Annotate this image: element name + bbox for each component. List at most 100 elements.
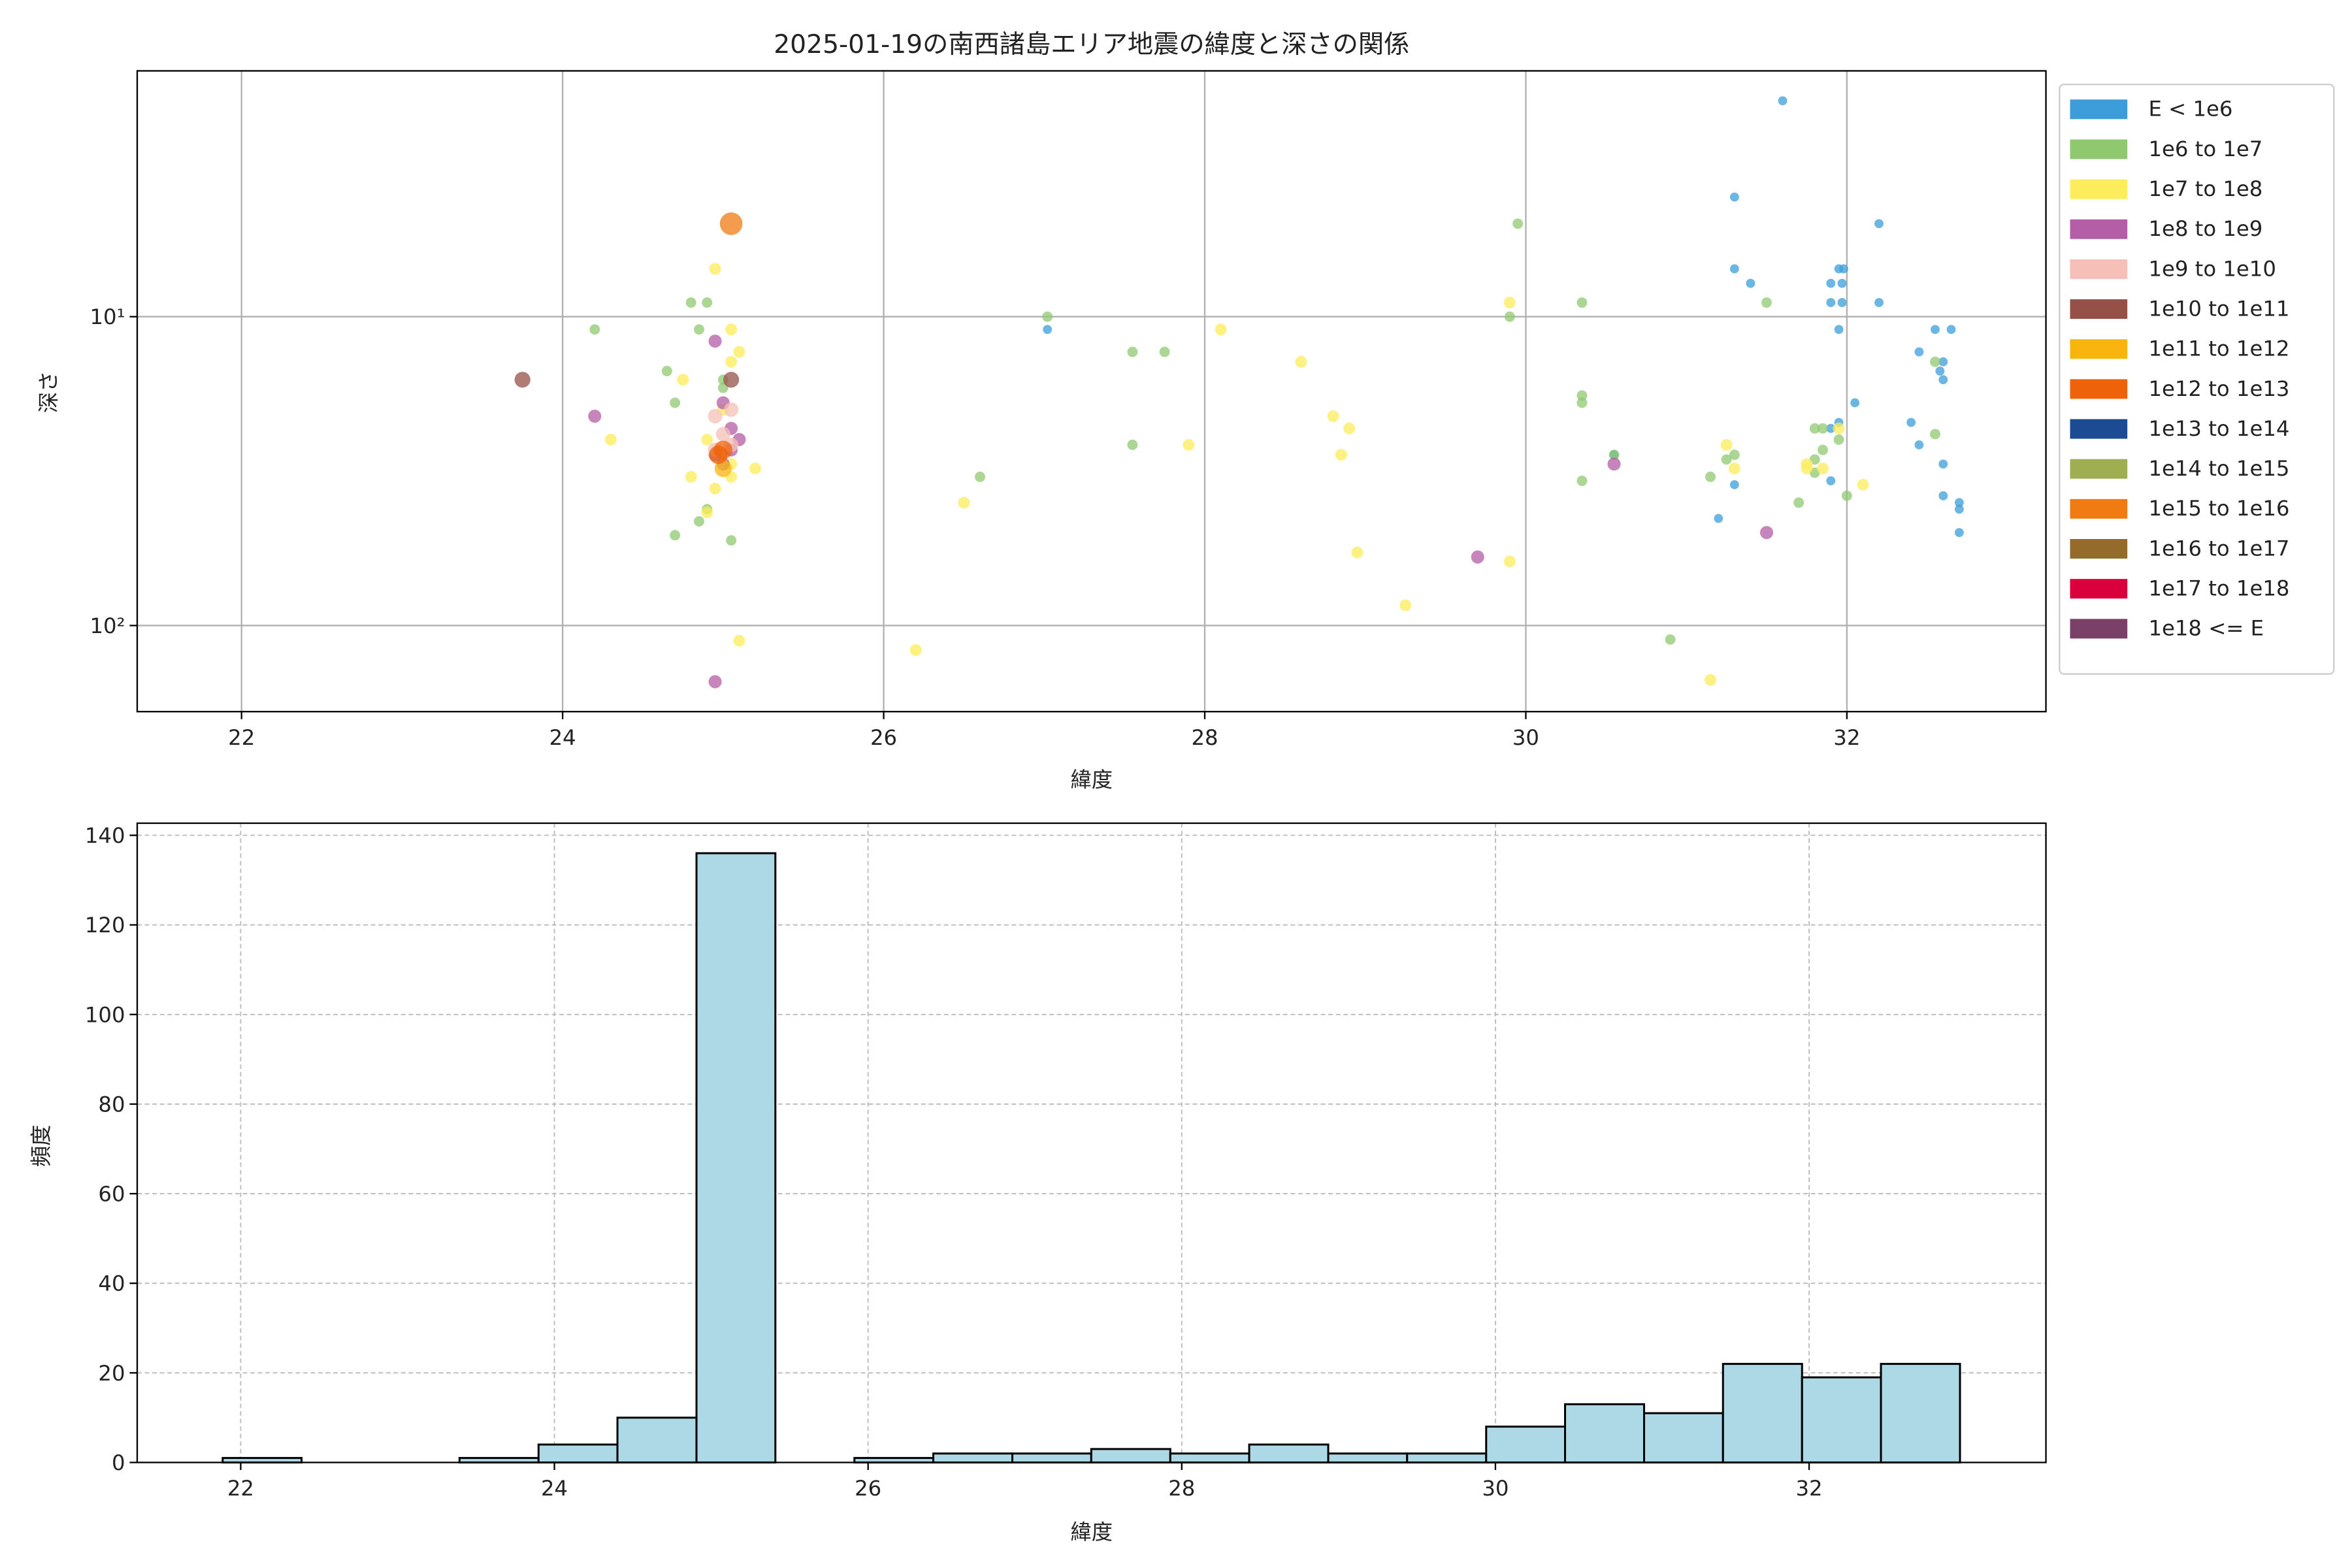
histogram-bar: [616, 1416, 698, 1463]
scatter-point: [749, 462, 761, 474]
scatter-point: [589, 324, 600, 335]
y-tick-label: 20: [98, 1361, 125, 1386]
scatter-point: [724, 402, 739, 417]
y-axis-label: 深さ: [36, 371, 61, 414]
scatter-point: [1704, 674, 1716, 686]
y-tick-label: 0: [112, 1450, 125, 1475]
scatter-point: [1729, 480, 1739, 489]
legend-swatch: [2070, 619, 2128, 639]
scatter-point: [1816, 462, 1829, 474]
scatter-point: [1576, 297, 1588, 308]
legend-label: 1e7 to 1e8: [2148, 176, 2262, 201]
scatter-point: [1399, 599, 1412, 612]
scatter-point: [1720, 438, 1733, 451]
scatter-point: [1729, 192, 1739, 202]
scatter-point: [733, 346, 745, 358]
y-tick-label: 60: [98, 1182, 125, 1207]
scatter-point: [1728, 462, 1740, 474]
scatter-point: [661, 365, 672, 376]
scatter-point: [1801, 462, 1813, 474]
scatter-point: [1351, 546, 1364, 559]
legend-label: 1e15 to 1e16: [2148, 496, 2289, 521]
scatter-point: [1576, 476, 1588, 486]
scatter-point: [1938, 357, 1948, 367]
histogram-bar: [1248, 1443, 1330, 1463]
scatter-point: [1818, 423, 1828, 434]
scatter-point: [1930, 356, 1940, 367]
histogram-bar: [1643, 1412, 1724, 1463]
scatter-point: [1721, 454, 1732, 465]
legend-swatch: [2070, 179, 2128, 199]
legend-swatch: [2070, 339, 2128, 359]
scatter-point: [1127, 439, 1138, 450]
scatter-point: [725, 323, 738, 336]
scatter-point: [1874, 219, 1884, 229]
scatter-point: [1914, 347, 1924, 357]
legend-swatch: [2070, 219, 2128, 239]
scatter-point: [1576, 390, 1588, 401]
scatter-point: [701, 506, 713, 519]
scatter-point: [1826, 278, 1836, 288]
legend-swatch: [2070, 259, 2128, 279]
scatter-point: [1127, 346, 1138, 357]
legend-swatch: [2070, 419, 2128, 439]
scatter-point: [975, 471, 985, 482]
legend-label: 1e14 to 1e15: [2148, 456, 2289, 481]
y-tick-label: 120: [85, 913, 125, 938]
scatter-point: [715, 427, 730, 442]
scatter-point: [909, 644, 922, 656]
scatter-point: [1471, 550, 1484, 564]
histogram-bar: [537, 1443, 619, 1463]
legend-label: 1e16 to 1e17: [2148, 536, 2289, 561]
legend-label: 1e6 to 1e7: [2148, 137, 2262, 161]
scatter-point: [1043, 325, 1053, 335]
scatter-point: [708, 335, 722, 348]
histogram-bar: [1722, 1363, 1803, 1463]
legend-swatch: [2070, 498, 2128, 519]
legend-label: 1e11 to 1e12: [2148, 336, 2289, 361]
scatter-point: [1833, 422, 1845, 434]
scatter-point: [701, 433, 713, 446]
y-tick-label: 40: [98, 1271, 125, 1296]
scatter-point: [1954, 498, 1964, 508]
x-tick-label: 26: [855, 1476, 881, 1501]
scatter-point: [1818, 444, 1828, 455]
scatter-point: [670, 397, 681, 408]
histogram-bar: [695, 852, 777, 1463]
histogram-bar: [1564, 1403, 1646, 1463]
scatter-point: [723, 372, 740, 388]
histogram-bar: [1880, 1363, 1961, 1463]
scatter-point: [726, 535, 737, 546]
scatter-point: [1607, 457, 1621, 471]
y-tick-label: 10¹: [90, 304, 125, 329]
scatter-point: [1850, 398, 1860, 408]
scatter-point: [1746, 278, 1756, 288]
scatter-point: [1841, 490, 1852, 501]
x-tick-label: 32: [1833, 725, 1860, 750]
scatter-point: [694, 324, 704, 335]
scatter-point: [670, 530, 681, 541]
legend-swatch: [2070, 99, 2128, 120]
x-tick-label: 30: [1482, 1476, 1509, 1501]
scatter-point: [1609, 449, 1620, 461]
legend-swatch: [2070, 139, 2128, 159]
scatter-point: [604, 433, 617, 446]
scatter-point: [514, 372, 531, 388]
legend-label: 1e9 to 1e10: [2148, 256, 2276, 281]
scatter-point: [588, 409, 602, 423]
scatter-point: [1938, 491, 1948, 500]
scatter-point: [1665, 634, 1676, 645]
legend-label: 1e12 to 1e13: [2148, 376, 2289, 401]
scatter-point: [1729, 264, 1739, 274]
scatter-point: [1954, 504, 1964, 514]
scatter-point: [709, 263, 721, 275]
histogram-bar: [1801, 1376, 1882, 1463]
scatter-point: [1826, 298, 1836, 308]
scatter-point: [1837, 278, 1847, 288]
scatter-point: [1729, 449, 1740, 461]
scatter-point: [685, 470, 697, 483]
scatter-point: [708, 675, 722, 689]
scatter-point: [1914, 440, 1924, 449]
scatter-point: [1295, 355, 1307, 368]
